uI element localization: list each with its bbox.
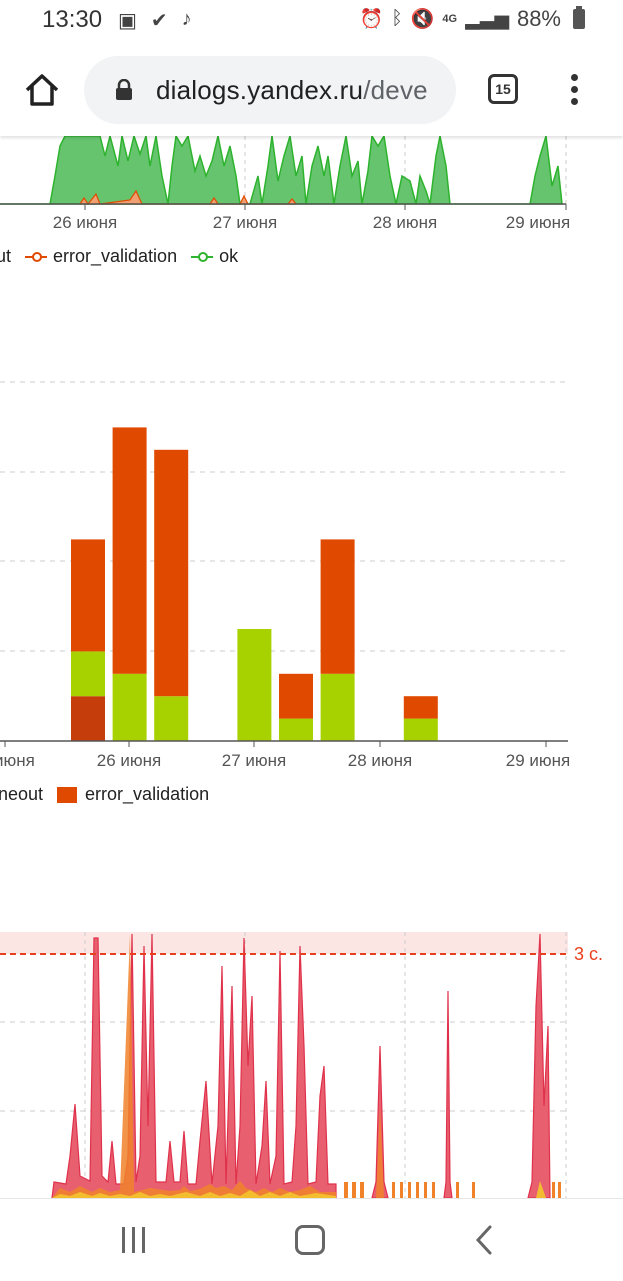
system-nav-bar: [0, 1198, 623, 1281]
legend-item-error-validation[interactable]: error_validation: [25, 246, 177, 267]
chart2-x-ticks: [4, 741, 547, 747]
ok-series-area: [0, 136, 563, 205]
address-bar[interactable]: dialogs.yandex.ru/deve: [84, 56, 456, 124]
status-time: 13:30: [42, 6, 103, 33]
bar-segment-success[interactable]: [320, 673, 355, 741]
status-bar: 13:30 ▣ ✔ ♪ ⏰ ᛒ 🔇 4G ▂▃▅ 88%: [0, 0, 623, 44]
threshold-zone: [0, 932, 568, 954]
home-nav-button[interactable]: [295, 1225, 325, 1255]
legend-label: error_validation: [85, 784, 210, 804]
legend-label: ut: [0, 246, 12, 266]
bar-segment-success[interactable]: [237, 629, 272, 741]
network-type: 4G: [442, 13, 458, 25]
bar-segment-timeout[interactable]: [71, 696, 105, 741]
chart2-xtick-label: 29 июня: [506, 751, 570, 770]
chart2-xtick-label: 28 июня: [348, 751, 412, 770]
chart2-xtick-label: июня: [0, 751, 35, 770]
recent-bar-icon: [122, 1227, 125, 1253]
threshold-label: 3 с.: [574, 944, 603, 964]
legend-item-timeout[interactable]: ut: [0, 246, 11, 267]
check-icon: ✔: [150, 10, 168, 32]
more-menu-button[interactable]: [568, 74, 580, 108]
chart3-hgrid: [0, 1021, 568, 1112]
legend-square-marker-icon: [57, 786, 78, 803]
bar-segment-error_validation[interactable]: [403, 696, 438, 719]
menu-dot-icon: [570, 86, 578, 93]
chart1-legend: ut error_validation ok: [0, 246, 252, 267]
bar-segment-success[interactable]: [403, 718, 438, 741]
status-area-chart: 26 июня 27 июня 28 июня 29 июня: [0, 136, 570, 232]
latency-gap-bars: [344, 1182, 561, 1198]
chevron-left-icon: [475, 1225, 492, 1255]
legend-label: neout: [0, 784, 44, 804]
bar-segment-error_validation[interactable]: [71, 539, 105, 652]
tab-switcher-button[interactable]: 15: [488, 74, 518, 104]
recent-bar-icon: [132, 1227, 135, 1253]
latency-yellow-area: [52, 1181, 546, 1198]
errors-bar-chart: июня 26 июня 27 июня 28 июня 29 июня: [0, 381, 570, 770]
alarm-icon: ⏰: [359, 9, 384, 30]
battery-icon: [573, 6, 585, 29]
latency-area-chart: 3 с.: [0, 932, 603, 1198]
bar-segment-error_validation[interactable]: [279, 673, 313, 719]
bar-segment-success[interactable]: [279, 718, 313, 741]
latency-red-area: [51, 933, 551, 1198]
chart1-x-ticks: [84, 204, 567, 210]
recent-apps-button[interactable]: [120, 1227, 148, 1253]
url-text: dialogs.yandex.ru/deve: [156, 75, 428, 106]
menu-dot-icon: [570, 74, 578, 81]
bar-segment-success[interactable]: [154, 696, 189, 741]
legend-line-marker-icon: [25, 251, 48, 262]
bluetooth-icon: ᛒ: [391, 8, 403, 29]
chart1-xtick-label: 28 июня: [373, 213, 437, 232]
chart2-xtick-label: 26 июня: [97, 751, 161, 770]
home-icon: [25, 74, 59, 106]
battery-percent: 88%: [516, 6, 561, 31]
menu-dot-icon: [570, 98, 578, 105]
music-icon: ♪: [181, 8, 192, 30]
bar-segment-success[interactable]: [112, 673, 147, 741]
mute-icon: 🔇: [410, 9, 435, 30]
lock-icon: [116, 79, 132, 100]
bar-segment-error_validation[interactable]: [320, 539, 355, 674]
legend-item-error-validation[interactable]: error_validation: [57, 784, 209, 805]
home-button[interactable]: [22, 70, 62, 110]
chart2-bars: [71, 427, 438, 741]
recent-bar-icon: [142, 1227, 145, 1253]
legend-line-marker-icon: [191, 251, 214, 262]
legend-item-ok[interactable]: ok: [191, 246, 238, 267]
bar-segment-success[interactable]: [71, 651, 105, 697]
bar-segment-error_validation[interactable]: [112, 427, 147, 674]
legend-item-timeout[interactable]: neout: [0, 784, 43, 805]
url-path: /deve: [363, 75, 428, 105]
error-validation-series-area: [78, 189, 298, 206]
signal-icon: ▂▃▅: [465, 8, 509, 30]
page-content: 26 июня 27 июня 28 июня 29 июня ut error…: [0, 136, 623, 1198]
url-host: dialogs.yandex.ru: [156, 75, 364, 105]
back-button[interactable]: [470, 1223, 500, 1257]
gallery-icon: ▣: [118, 10, 137, 32]
chart1-xtick-label: 27 июня: [213, 213, 277, 232]
chart2-xtick-label: 27 июня: [222, 751, 286, 770]
chart1-xtick-label: 26 июня: [53, 213, 117, 232]
bar-segment-error_validation[interactable]: [154, 449, 189, 697]
chart1-xtick-label: 29 июня: [506, 213, 570, 232]
legend-label: ok: [219, 246, 239, 266]
legend-label: error_validation: [53, 246, 178, 266]
browser-toolbar: dialogs.yandex.ru/deve 15: [0, 44, 623, 136]
chart2-legend: neout error_validation: [0, 784, 223, 805]
